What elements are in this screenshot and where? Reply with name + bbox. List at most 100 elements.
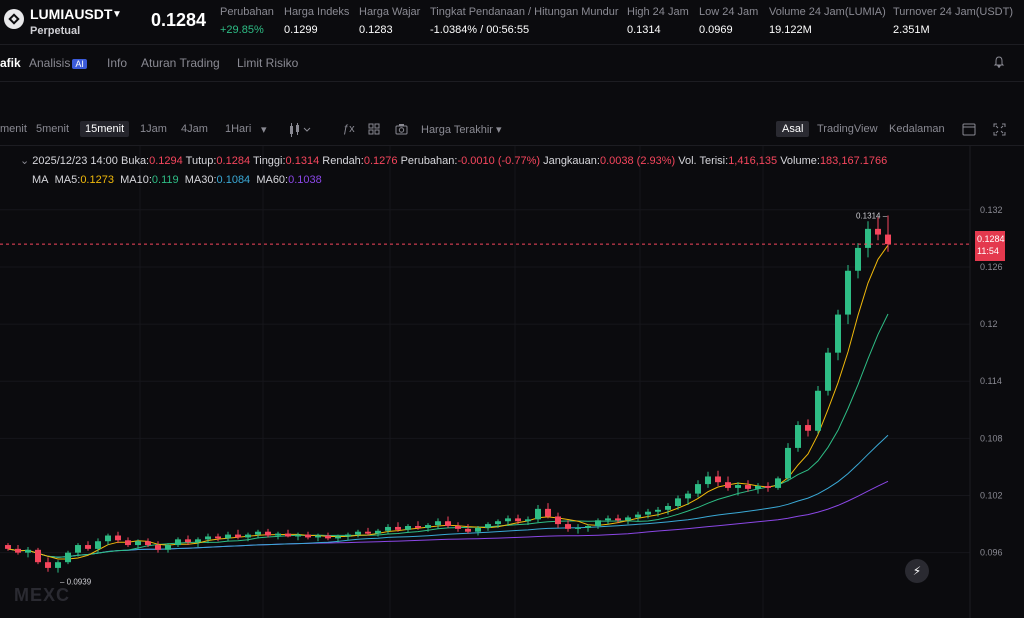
candle-body	[785, 447, 791, 479]
symbol-dropdown-icon[interactable]: ▼	[112, 9, 122, 20]
ma5-label: MA5:	[54, 174, 81, 186]
y-tick-label: 0.132	[980, 205, 1003, 215]
tab-limit-risiko[interactable]: Limit Risiko	[237, 56, 299, 70]
candle-body	[595, 520, 601, 526]
stat-label: Turnover 24 Jam(USDT)	[893, 6, 1014, 18]
symbol-logo-icon	[4, 9, 24, 29]
candle-body	[885, 234, 891, 245]
candle-body	[625, 517, 631, 521]
ma30-line	[7, 434, 889, 558]
candle-type-icon[interactable]	[288, 123, 312, 137]
close-label: Tutup:	[185, 155, 217, 167]
stat-change: Perubahan +29.85%	[220, 6, 274, 36]
candle-body	[275, 533, 281, 536]
timeframe-1d[interactable]: 1Hari	[225, 123, 252, 135]
chart-toolbar: menit 5menit 15menit 1Jam 4Jam 1Hari ▾ ƒ…	[0, 115, 1024, 146]
candle-body	[255, 531, 261, 535]
candle-body	[765, 486, 771, 488]
candle-body	[125, 540, 131, 546]
candle-body	[435, 521, 441, 526]
tab-aturan-trading[interactable]: Aturan Trading	[141, 56, 220, 70]
collapse-icon[interactable]: ⌄	[20, 155, 30, 167]
candle-body	[835, 314, 841, 353]
open-value: 0.1294	[149, 155, 183, 167]
y-tick-label: 0.108	[980, 433, 1003, 443]
window-icon[interactable]	[962, 123, 976, 136]
stat-high: High 24 Jam 0.1314	[627, 6, 689, 36]
candle-body	[85, 545, 91, 549]
candle-body	[265, 531, 271, 536]
candle-body	[225, 534, 231, 539]
ticker-bar: LUMIAUSDT ▼ Perpetual 0.1284 Perubahan +…	[0, 0, 1024, 45]
high-marker-label: 0.1314 –	[856, 212, 888, 221]
candle-body	[855, 247, 861, 271]
layout-grid-icon[interactable]	[368, 123, 380, 135]
y-tick-label: 0.096	[980, 548, 1003, 558]
candle-body	[635, 514, 641, 518]
candle-body	[795, 425, 801, 448]
volume-label: Volume:	[780, 155, 820, 167]
candle-body	[175, 539, 181, 546]
ma-label[interactable]: MA	[32, 174, 49, 186]
candle-body	[555, 516, 561, 525]
candle-body	[285, 533, 291, 537]
tab-analisis-label: Analisis	[29, 56, 71, 70]
candle-body	[135, 541, 141, 546]
last-price: 0.1284	[151, 10, 207, 30]
contract-type: Perpetual	[30, 25, 81, 37]
candle-body	[65, 552, 71, 563]
timeframe-5m[interactable]: 5menit	[36, 123, 70, 135]
timeframe-1h[interactable]: 1Jam	[140, 123, 167, 135]
price-tag-value: 0.1284	[977, 234, 1005, 244]
stat-value: 0.1283	[359, 24, 393, 36]
notification-bell-icon[interactable]	[993, 56, 1005, 68]
tab-analisis[interactable]: Analisis AI	[29, 56, 87, 70]
y-tick-label: 0.114	[980, 376, 1002, 386]
candle-body	[305, 534, 311, 538]
tab-info[interactable]: Info	[107, 56, 128, 70]
ma10-value: 0.119	[151, 174, 179, 186]
candle-body	[415, 526, 421, 528]
timeframe-4h[interactable]: 4Jam	[181, 123, 208, 135]
candle-body	[585, 526, 591, 528]
high-value: 0.1314	[285, 155, 320, 167]
price-tag-countdown: 11:54	[977, 246, 999, 256]
ma60-label: MA60:	[256, 174, 289, 186]
price-source-dropdown[interactable]: Harga Terakhir ▾	[421, 124, 502, 136]
timeframe-1m[interactable]: menit	[0, 123, 27, 135]
view-asal[interactable]: Asal	[776, 121, 810, 137]
stat-low: Low 24 Jam 0.0969	[699, 6, 758, 36]
symbol-name[interactable]: LUMIAUSDT	[30, 6, 113, 22]
stat-value: 0.1314	[627, 24, 661, 36]
candle-body	[805, 425, 811, 431]
timeframe-15m[interactable]: 15menit	[80, 121, 130, 137]
stat-funding: Tingkat Pendanaan / Hitungan Mundur -1.0…	[430, 6, 619, 36]
candle-body	[605, 518, 611, 521]
candle-body	[365, 531, 371, 534]
low-label: Rendah:	[322, 155, 364, 167]
candle-body	[315, 535, 321, 538]
candle-body	[55, 562, 61, 568]
candle-body	[495, 521, 501, 525]
y-tick-label: 0.126	[980, 262, 1003, 272]
tab-grafik[interactable]: afik	[0, 56, 21, 70]
fullscreen-icon[interactable]	[993, 123, 1006, 136]
view-kedalaman[interactable]: Kedalaman	[889, 123, 945, 135]
candle-body	[15, 548, 21, 553]
stat-fair-price: Harga Wajar 0.1283	[359, 6, 420, 36]
candle-body	[5, 545, 11, 549]
stat-value: +29.85%	[220, 24, 264, 36]
candle-body	[115, 535, 121, 541]
flash-trade-icon[interactable]: ⚡	[905, 559, 929, 583]
range-label: Jangkauan:	[543, 155, 600, 167]
view-tradingview[interactable]: TradingView	[817, 123, 878, 135]
stat-label: Harga Wajar	[359, 6, 421, 18]
price-chart[interactable]: 0.132 0.126 0.12 0.114 0.108 0.102 0.096 0.1314…	[0, 146, 1024, 618]
stat-turnover: Turnover 24 Jam(USDT) 2.351M	[893, 6, 1013, 36]
indicator-fx-icon[interactable]: ƒx	[343, 123, 355, 135]
candle-body	[655, 509, 661, 512]
camera-icon[interactable]	[395, 123, 408, 135]
candle-body	[25, 549, 31, 553]
candle-body	[715, 476, 721, 483]
timeframe-more-icon[interactable]: ▾	[261, 124, 267, 136]
